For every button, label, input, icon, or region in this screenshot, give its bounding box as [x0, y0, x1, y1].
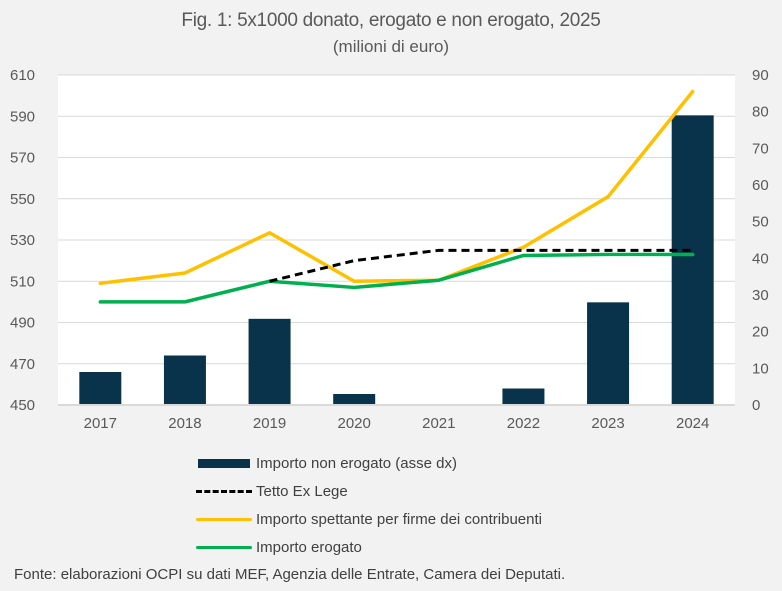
x-tick-label: 2022: [507, 415, 540, 432]
right-tick-label: 70: [752, 140, 769, 157]
bar-non-erogato: [587, 302, 630, 405]
legend-label: Importo non erogato (asse dx): [256, 454, 457, 472]
bar-non-erogato: [163, 355, 206, 405]
x-tick-label: 2023: [591, 415, 624, 432]
line-tetto-ex-lege: [269, 248, 693, 283]
x-tick-label: 2024: [676, 415, 709, 432]
legend-item-erogato: Importo erogato: [196, 533, 542, 561]
x-tick-label: 2020: [338, 415, 371, 432]
bar-non-erogato: [671, 115, 714, 405]
legend-label: Importo erogato: [256, 538, 362, 556]
right-tick-label: 30: [752, 287, 769, 304]
x-tick-label: 2017: [84, 415, 117, 432]
right-tick-label: 40: [752, 250, 769, 267]
legend: Importo non erogato (asse dx) Tetto Ex L…: [196, 449, 542, 561]
legend-label: Tetto Ex Lege: [256, 482, 348, 500]
bars-non-erogato: [79, 115, 714, 405]
bar-non-erogato: [248, 318, 291, 405]
right-tick-label: 90: [752, 67, 769, 84]
gridlines: [58, 74, 735, 365]
right-tick-label: 60: [752, 177, 769, 194]
legend-label: Importo spettante per firme dei contribu…: [256, 510, 542, 528]
left-axis-ticks: 450 470 490 510 530 550 570 590 610: [10, 67, 35, 414]
line-importo-erogato: [98, 252, 695, 304]
x-axis-ticks: 2017 2018 2019 2020 2021 2022 2023 2024: [84, 415, 710, 432]
bar-non-erogato: [502, 388, 545, 405]
left-tick-label: 490: [10, 315, 35, 332]
right-tick-label: 80: [752, 104, 769, 121]
left-tick-label: 510: [10, 273, 35, 290]
left-tick-label: 570: [10, 150, 35, 167]
lines: [98, 89, 695, 304]
legend-item-spettante: Importo spettante per firme dei contribu…: [196, 505, 542, 533]
right-tick-label: 50: [752, 214, 769, 231]
right-tick-label: 20: [752, 324, 769, 341]
legend-item-non-erogato: Importo non erogato (asse dx): [196, 449, 542, 477]
source-note: Fonte: elaborazioni OCPI su dati MEF, Ag…: [14, 566, 566, 583]
chart-subtitle: (milioni di euro): [332, 37, 450, 56]
legend-item-tetto: Tetto Ex Lege: [196, 477, 542, 505]
right-tick-label: 10: [752, 360, 769, 377]
chart-title: Fig. 1: 5x1000 donato, erogato e non ero…: [181, 10, 601, 31]
x-tick-label: 2021: [422, 415, 455, 432]
bar-swatch-icon: [198, 458, 250, 468]
left-tick-label: 530: [10, 232, 35, 249]
left-tick-label: 610: [10, 67, 35, 84]
left-tick-label: 470: [10, 356, 35, 373]
dashed-line-swatch-icon: [196, 489, 252, 493]
left-tick-label: 550: [10, 191, 35, 208]
line-importo-spettante: [98, 89, 695, 286]
right-axis-ticks: 0 10 20 30 40 50 60 70 80 90: [752, 67, 769, 414]
yellow-line-swatch-icon: [196, 517, 252, 521]
left-tick-label: 590: [10, 108, 35, 125]
bar-non-erogato: [333, 394, 376, 405]
left-tick-label: 450: [10, 397, 35, 414]
right-tick-label: 0: [752, 397, 760, 414]
x-tick-label: 2019: [253, 415, 286, 432]
chart-plot: 450 470 490 510 530 550 570 590 610 0 10 20 30 40 50 6…: [10, 67, 769, 432]
x-tick-label: 2018: [168, 415, 201, 432]
bar-non-erogato: [79, 372, 122, 405]
green-line-swatch-icon: [196, 545, 252, 549]
